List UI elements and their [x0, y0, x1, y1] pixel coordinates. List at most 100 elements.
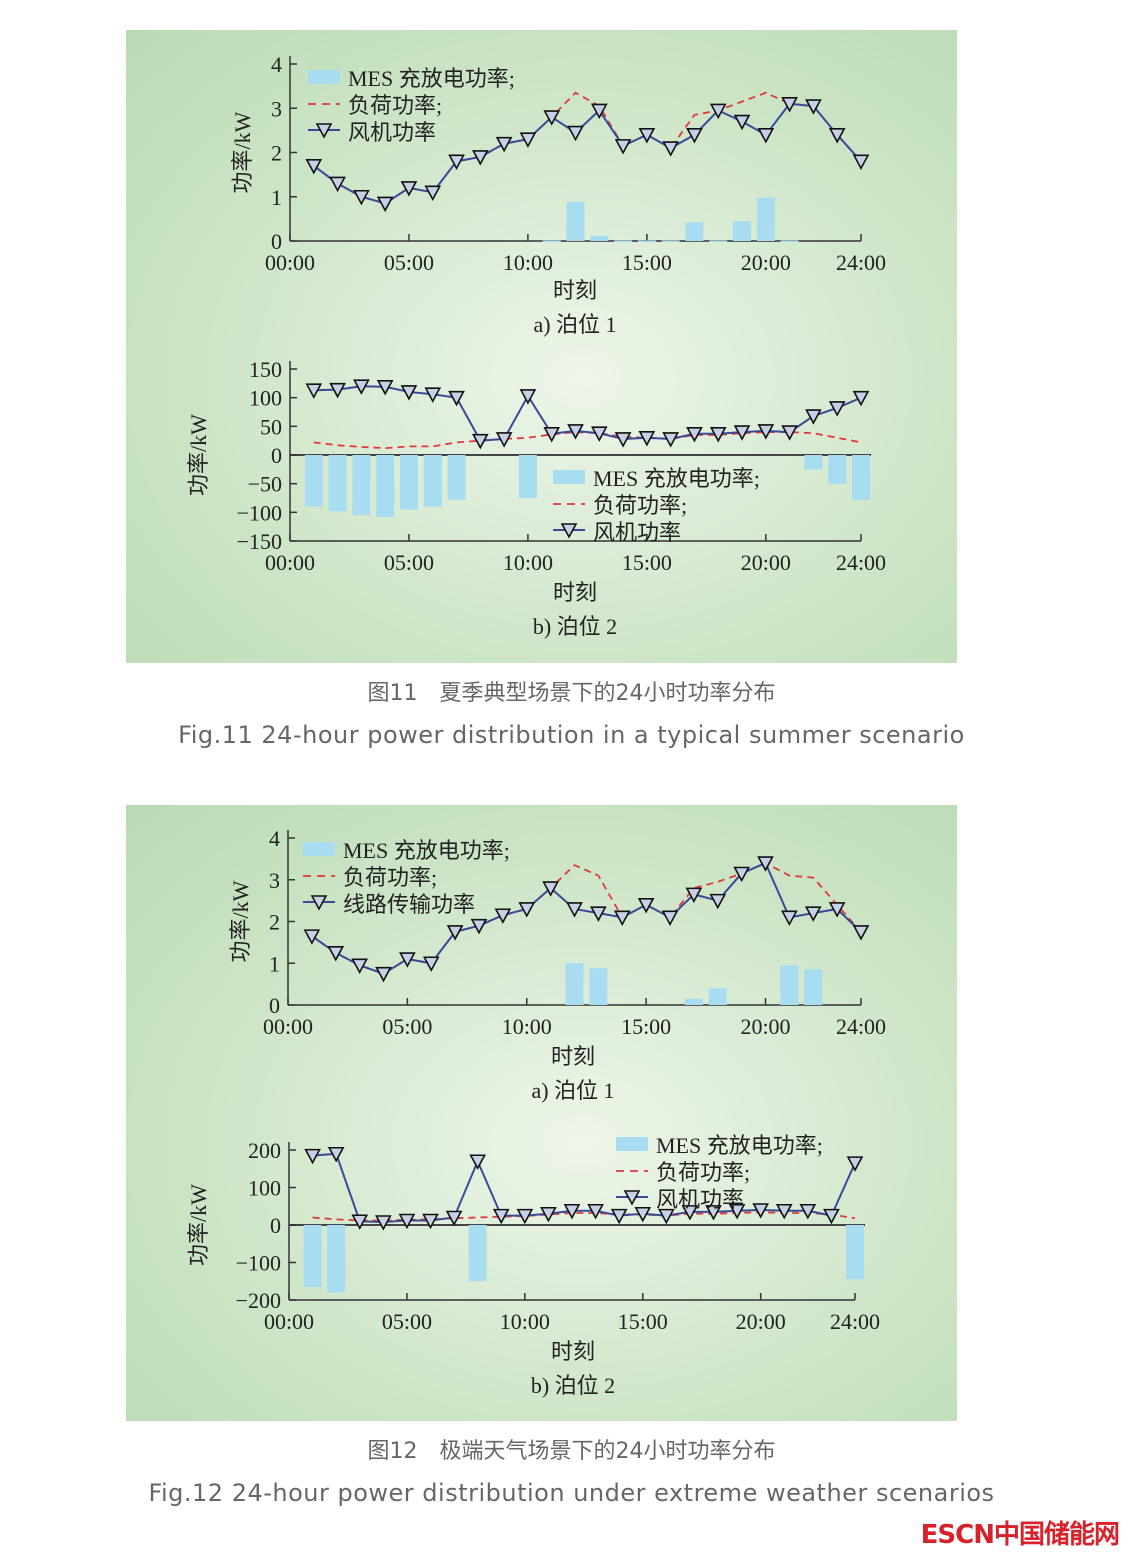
chart-2-bar — [780, 965, 799, 1005]
chart-1-x-tick-label: 15:00 — [622, 550, 672, 575]
chart-2-marker — [828, 902, 846, 918]
chart-0-y-axis-label: 功率/kW — [230, 111, 255, 193]
chart-1-y-tick-label: 150 — [249, 357, 282, 382]
chart-3-marker — [445, 1210, 463, 1227]
chart-0-marker — [305, 158, 323, 175]
figure-12-caption-en: Fig.12 24-hour power distribution under … — [148, 1479, 995, 1507]
chart-0-marker — [329, 176, 346, 193]
chart-2-marker — [637, 898, 655, 914]
figure-12-caption-cn: 图12 极端天气场景下的24小时功率分布 — [367, 1439, 776, 1464]
chart-1-y-axis-label: 功率/kW — [186, 414, 211, 496]
chart-0-load-line — [313, 91, 862, 205]
chart-1-x-tick-label: 24:00 — [836, 550, 886, 575]
chart-1-marker — [567, 424, 584, 440]
chart-2-marker — [518, 902, 536, 918]
chart-1-marker — [353, 379, 370, 395]
chart-0-x-tick-label: 00:00 — [265, 250, 315, 275]
chart-0-bar — [637, 240, 656, 243]
chart-2-marker — [661, 910, 679, 927]
figure-11-panel — [126, 30, 957, 663]
chart-0-y-tick-label: 1 — [271, 185, 282, 210]
chart-3-marker — [540, 1206, 557, 1223]
chart-2-marker — [494, 908, 512, 924]
chart-3-legend-marker — [623, 1190, 641, 1206]
chart-0-marker — [614, 139, 632, 155]
chart-3-marker — [799, 1203, 817, 1220]
chart-0-bar — [709, 240, 728, 243]
chart-2-bar — [589, 968, 608, 1005]
chart-3-y-tick-label: −200 — [236, 1288, 281, 1313]
chart-1-x-tick-label: 00:00 — [265, 550, 315, 575]
chart-1-y-tick-label: −150 — [237, 529, 282, 554]
chart-0-marker — [686, 128, 703, 144]
chart-1-marker — [329, 382, 346, 399]
chart-2-y-tick-label: 1 — [269, 951, 280, 976]
chart-3-marker — [587, 1203, 604, 1220]
chart-1-y-tick-label: −100 — [237, 500, 282, 525]
chart-0-x-tick-label: 24:00 — [836, 250, 886, 275]
chart-3-y-tick-label: 200 — [248, 1138, 281, 1163]
chart-2-x-tick-label: 24:00 — [836, 1014, 886, 1039]
chart-0-x-tick-label: 15:00 — [622, 250, 672, 275]
chart-2-y-tick-label: 3 — [269, 868, 280, 893]
chart-1-y-tick-label: 50 — [260, 414, 282, 439]
chart-1-marker — [805, 409, 822, 425]
chart-1-bar — [399, 455, 418, 510]
chart-2-marker — [327, 946, 345, 962]
chart-2-marker — [613, 910, 631, 927]
chart-2-marker — [781, 910, 798, 927]
chart-3-marker — [398, 1213, 416, 1230]
chart-2-y-tick-label: 0 — [269, 993, 280, 1018]
chart-2-marker — [542, 881, 559, 897]
chart-1-marker — [448, 390, 465, 407]
chart-3-marker — [752, 1203, 770, 1219]
chart-3-marker — [469, 1154, 487, 1170]
chart-0-marker — [495, 136, 513, 153]
chart-1-marker — [400, 385, 418, 401]
chart-1-legend-marker — [560, 523, 578, 539]
chart-1-marker — [305, 383, 323, 399]
chart-0-bar — [566, 202, 585, 241]
chart-1-bar — [304, 455, 323, 507]
chart-0-marker — [448, 154, 465, 171]
chart-2-marker — [375, 966, 392, 983]
chart-2-x-tick-label: 00:00 — [263, 1014, 313, 1039]
chart-2-legend-bar-swatch — [303, 842, 335, 856]
chart-0-bar — [780, 240, 799, 243]
chart-1-x-tick-label: 10:00 — [503, 550, 553, 575]
chart-2-x-tick-label: 20:00 — [740, 1014, 790, 1039]
chart-2-marker — [685, 887, 703, 904]
chart-2-marker — [446, 925, 464, 941]
chart-2-marker — [470, 918, 488, 935]
chart-0-x-tick-label: 05:00 — [384, 250, 434, 275]
chart-2-x-axis-label: 时刻 — [551, 1044, 595, 1069]
chart-3-x-tick-label: 10:00 — [500, 1309, 550, 1334]
chart-0-bar — [661, 240, 680, 243]
chart-0-marker — [638, 128, 656, 144]
chart-0-marker — [733, 114, 751, 131]
chart-3-marker — [492, 1208, 510, 1225]
chart-3-x-tick-label: 00:00 — [264, 1309, 314, 1334]
chart-1-marker — [686, 426, 703, 443]
chart-0-marker — [709, 103, 727, 120]
chart-3-marker — [563, 1203, 581, 1220]
chart-1-x-axis-label: 时刻 — [553, 580, 597, 605]
escn-logo: ESCN中国储能网 — [920, 1520, 1120, 1550]
chart-1-bar — [518, 455, 537, 498]
chart-3-marker — [775, 1203, 793, 1220]
chart-1-marker — [614, 432, 632, 448]
chart-1-legend-bar-label: MES 充放电功率; — [593, 466, 760, 491]
chart-0-bar — [614, 240, 633, 243]
chart-2-legend-line-label: 线路传输功率 — [343, 892, 475, 917]
chart-2-x-tick-label: 10:00 — [502, 1014, 552, 1039]
chart-0-legend-bar-label: MES 充放电功率; — [348, 66, 515, 91]
chart-2-marker — [733, 866, 750, 883]
chart-1-y-tick-label: −50 — [248, 472, 282, 497]
chart-1-marker — [638, 431, 656, 447]
chart-0-marker — [376, 196, 394, 213]
chart-2-x-tick-label: 05:00 — [382, 1014, 432, 1039]
chart-0-legend-line-label: 风机功率 — [348, 120, 436, 145]
chart-0-y-tick-label: 2 — [271, 141, 282, 166]
chart-1-marker — [590, 426, 608, 442]
chart-3-legend-bar-label: MES 充放电功率; — [656, 1133, 823, 1158]
